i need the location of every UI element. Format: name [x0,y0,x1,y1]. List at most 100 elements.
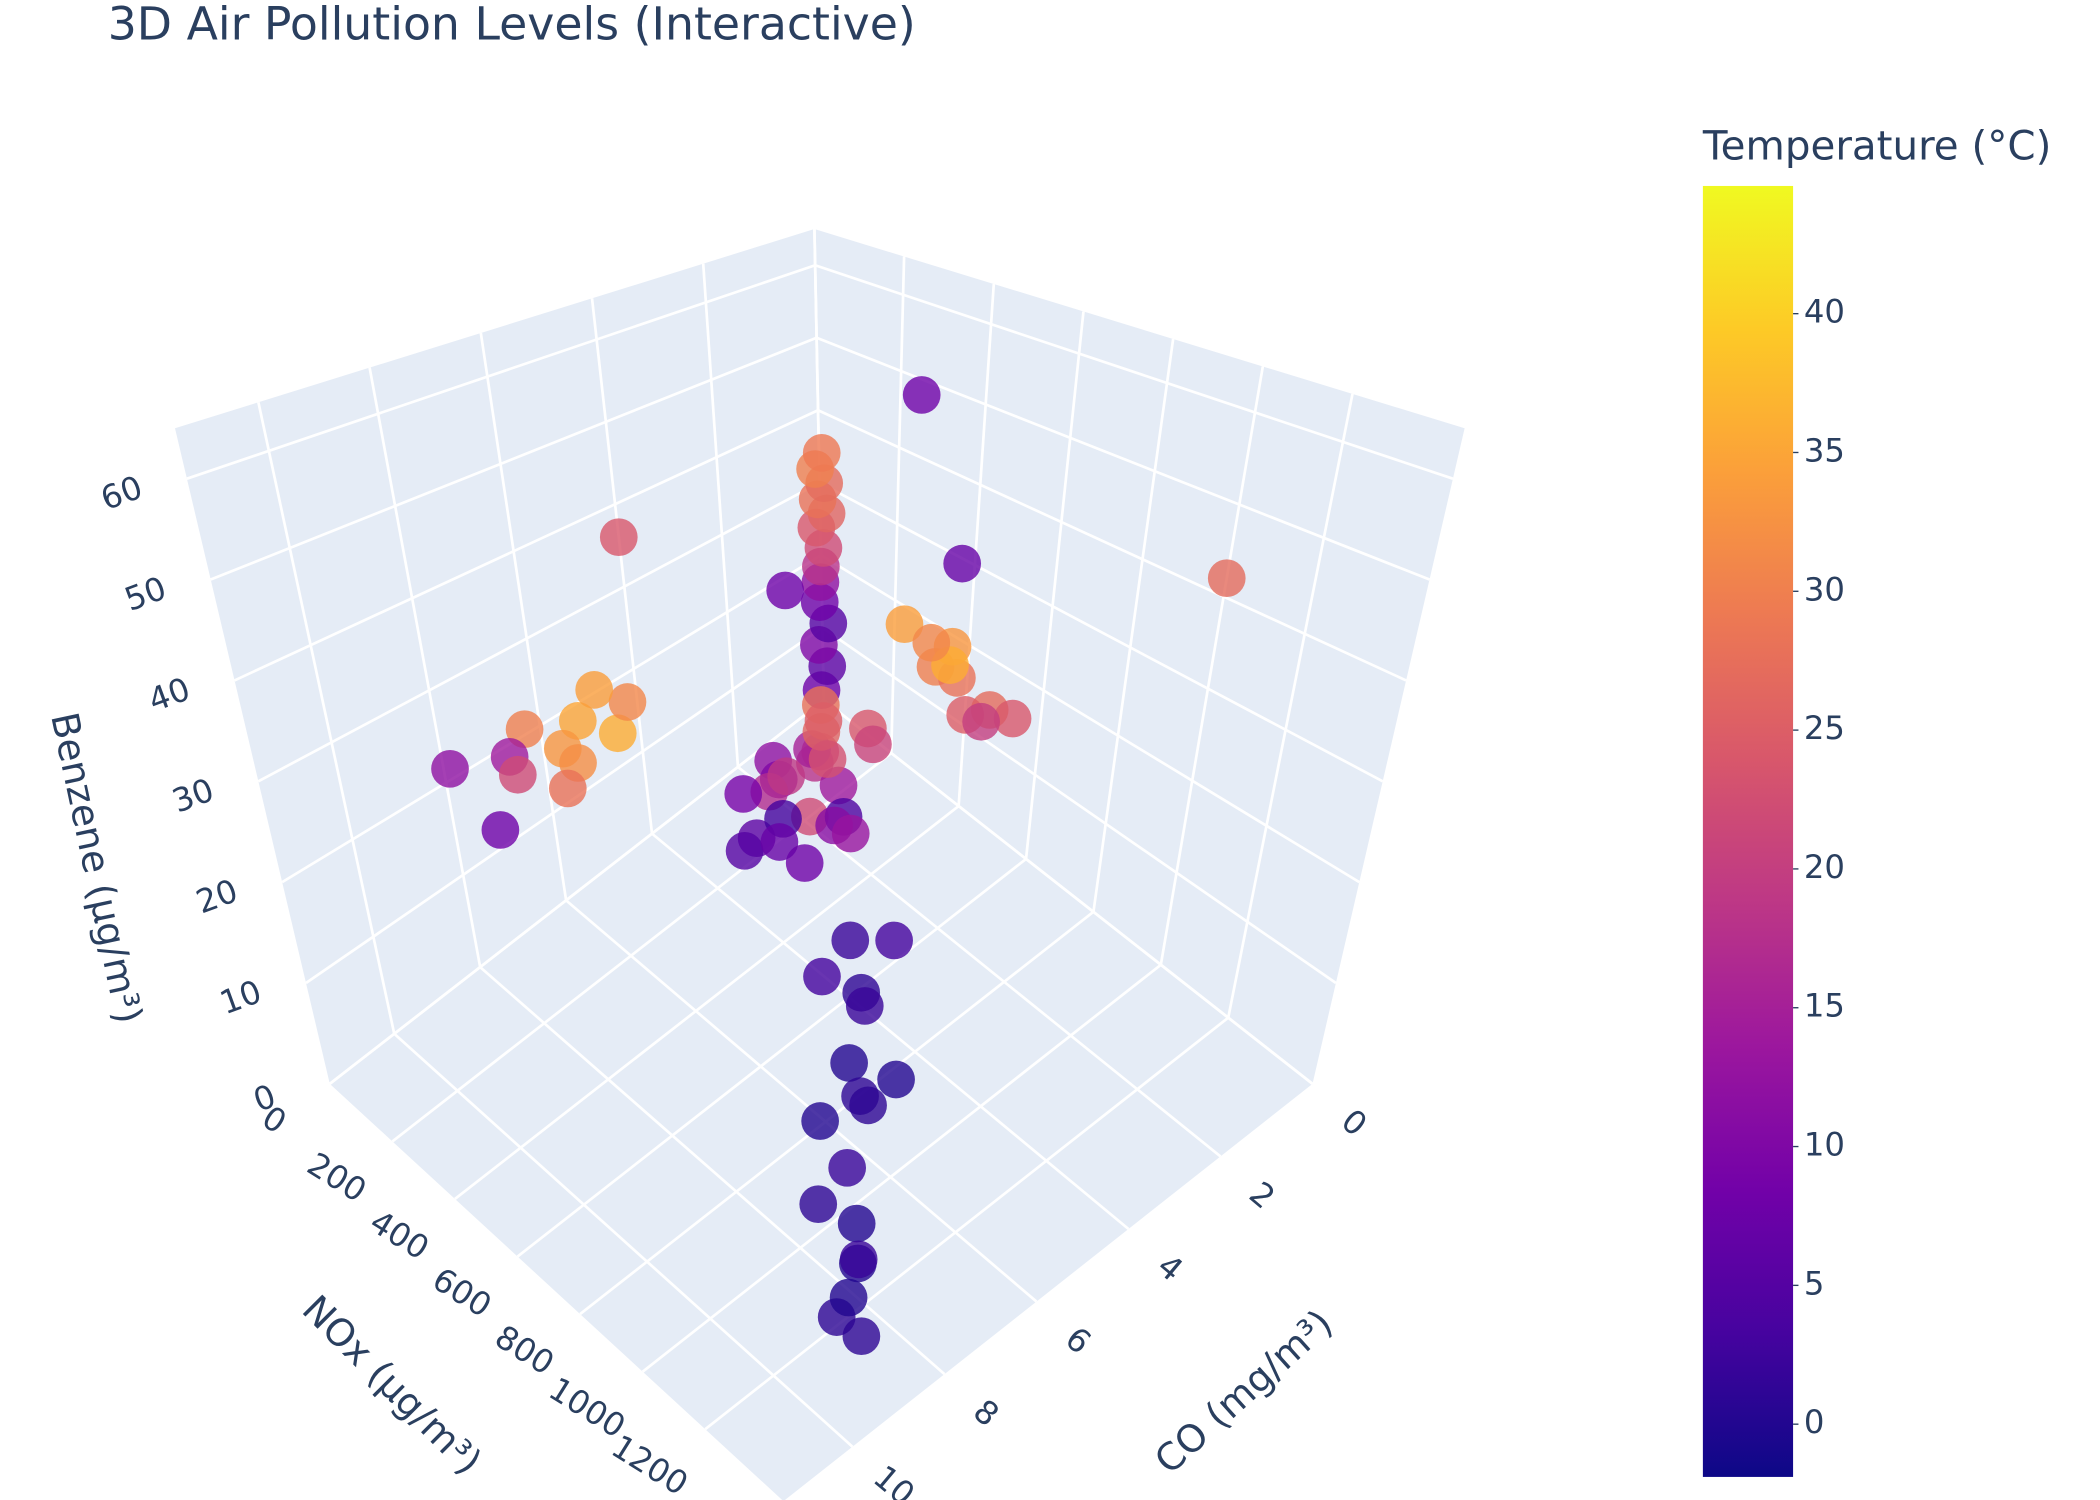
data-point [877,1060,915,1099]
colorbar-tick-label: 35 [1804,431,1845,469]
z-tick-label: 10 [215,972,267,1022]
data-point [799,1185,838,1224]
x-tick-label: 400 [363,1203,435,1268]
data-point [803,957,841,996]
data-point [831,814,870,853]
grid-line [823,699,1314,1085]
z-axis-title: Benzene (µg/m³) [42,708,151,1027]
data-point [885,605,924,644]
data-point [804,702,843,740]
grid-line [641,963,1162,1373]
grid-line [328,699,825,1085]
grid-line [454,804,960,1201]
grid-line [281,554,822,884]
data-point [912,623,951,662]
data-point [725,831,764,870]
y-tick-label: 6 [1058,1319,1098,1361]
data-point [558,702,597,740]
z-tick-label: 60 [96,468,148,518]
z-tick-label: 50 [120,569,172,619]
wall-left [175,229,824,1084]
y-tick-label: 10 [866,1458,922,1500]
grid-line [516,857,1027,1258]
grid-line [257,481,821,783]
data-point [599,518,638,557]
data-point [842,1317,881,1356]
data-point [839,1240,878,1279]
data-point [724,775,763,813]
data-point [598,714,637,753]
data-point [431,749,469,788]
grid-line [393,1032,854,1448]
grid-line [704,1016,1230,1431]
x-axis-title: NOx (µg/m³) [294,1287,491,1484]
y-tick-label: 0 [1334,1102,1374,1144]
x-tick-label: 600 [426,1260,498,1325]
grid-line [1159,366,1265,966]
data-point [548,769,587,808]
data-point [943,544,982,583]
colorbar-tick-label: 0 [1804,1403,1825,1441]
data-point [830,1044,868,1082]
data-point [785,844,824,882]
x-tick-label: 1000 [542,1370,632,1446]
data-point [808,740,847,778]
data-point [505,710,544,749]
grid-line [210,336,818,581]
z-tick-label: 0 [248,1077,280,1120]
data-point [481,811,520,849]
colorbar-tick-label: 15 [1804,987,1845,1025]
colorbar-tick-label: 40 [1804,293,1845,331]
data-point [1207,559,1246,598]
colorbar-tick-label: 25 [1804,709,1845,747]
grid-line [1092,338,1175,913]
colorbar-tick-label: 5 [1804,1264,1825,1302]
x-tick-label: 200 [301,1145,373,1210]
data-point [845,987,884,1025]
data-point [802,434,841,472]
data-point [854,725,892,764]
grid-line [368,367,482,968]
z-tick-label: 30 [167,771,219,821]
data-point [766,571,805,610]
data-point [760,823,799,861]
grid-line [257,401,396,1035]
chart-title: 3D Air Pollution Levels (Interactive) [108,0,916,51]
data-point [801,1102,839,1140]
y-tick-label: 2 [1242,1174,1282,1216]
data-point [829,1278,868,1317]
grid-line [651,832,1130,1231]
data-point [831,921,870,960]
colorbar-tick-label: 20 [1804,848,1845,886]
wall-floor [329,700,1313,1500]
grid-line [701,263,740,768]
data-point [875,921,913,960]
data-point [837,1204,876,1243]
x-tick-label: 800 [488,1318,560,1383]
grid-line [186,264,816,480]
colorbar [1702,185,1794,1477]
data-point [767,757,806,796]
z-tick-label: 20 [191,872,243,922]
y-axis-title: CO (mg/m³) [1146,1301,1341,1483]
grid-line [1226,393,1354,1018]
colorbar-title: Temperature (°C) [1702,122,2051,169]
data-point [828,1148,867,1187]
colorbar-tick-label: 30 [1804,570,1845,608]
data-point [498,755,537,794]
wall-right [814,229,1465,1084]
colorbar-tick-label: 10 [1804,1126,1845,1164]
z-tick-label: 40 [143,670,195,720]
y-tick-label: 8 [966,1392,1006,1434]
grid-line [1024,311,1085,860]
grid-line [479,966,946,1376]
data-point [993,699,1032,738]
data-point [608,683,647,721]
grid-line [590,298,654,834]
data-point [575,671,614,709]
x-tick-label: 1200 [605,1427,695,1500]
data-point [962,702,1000,741]
grid-line [814,264,1454,480]
grid-line [817,409,1407,682]
